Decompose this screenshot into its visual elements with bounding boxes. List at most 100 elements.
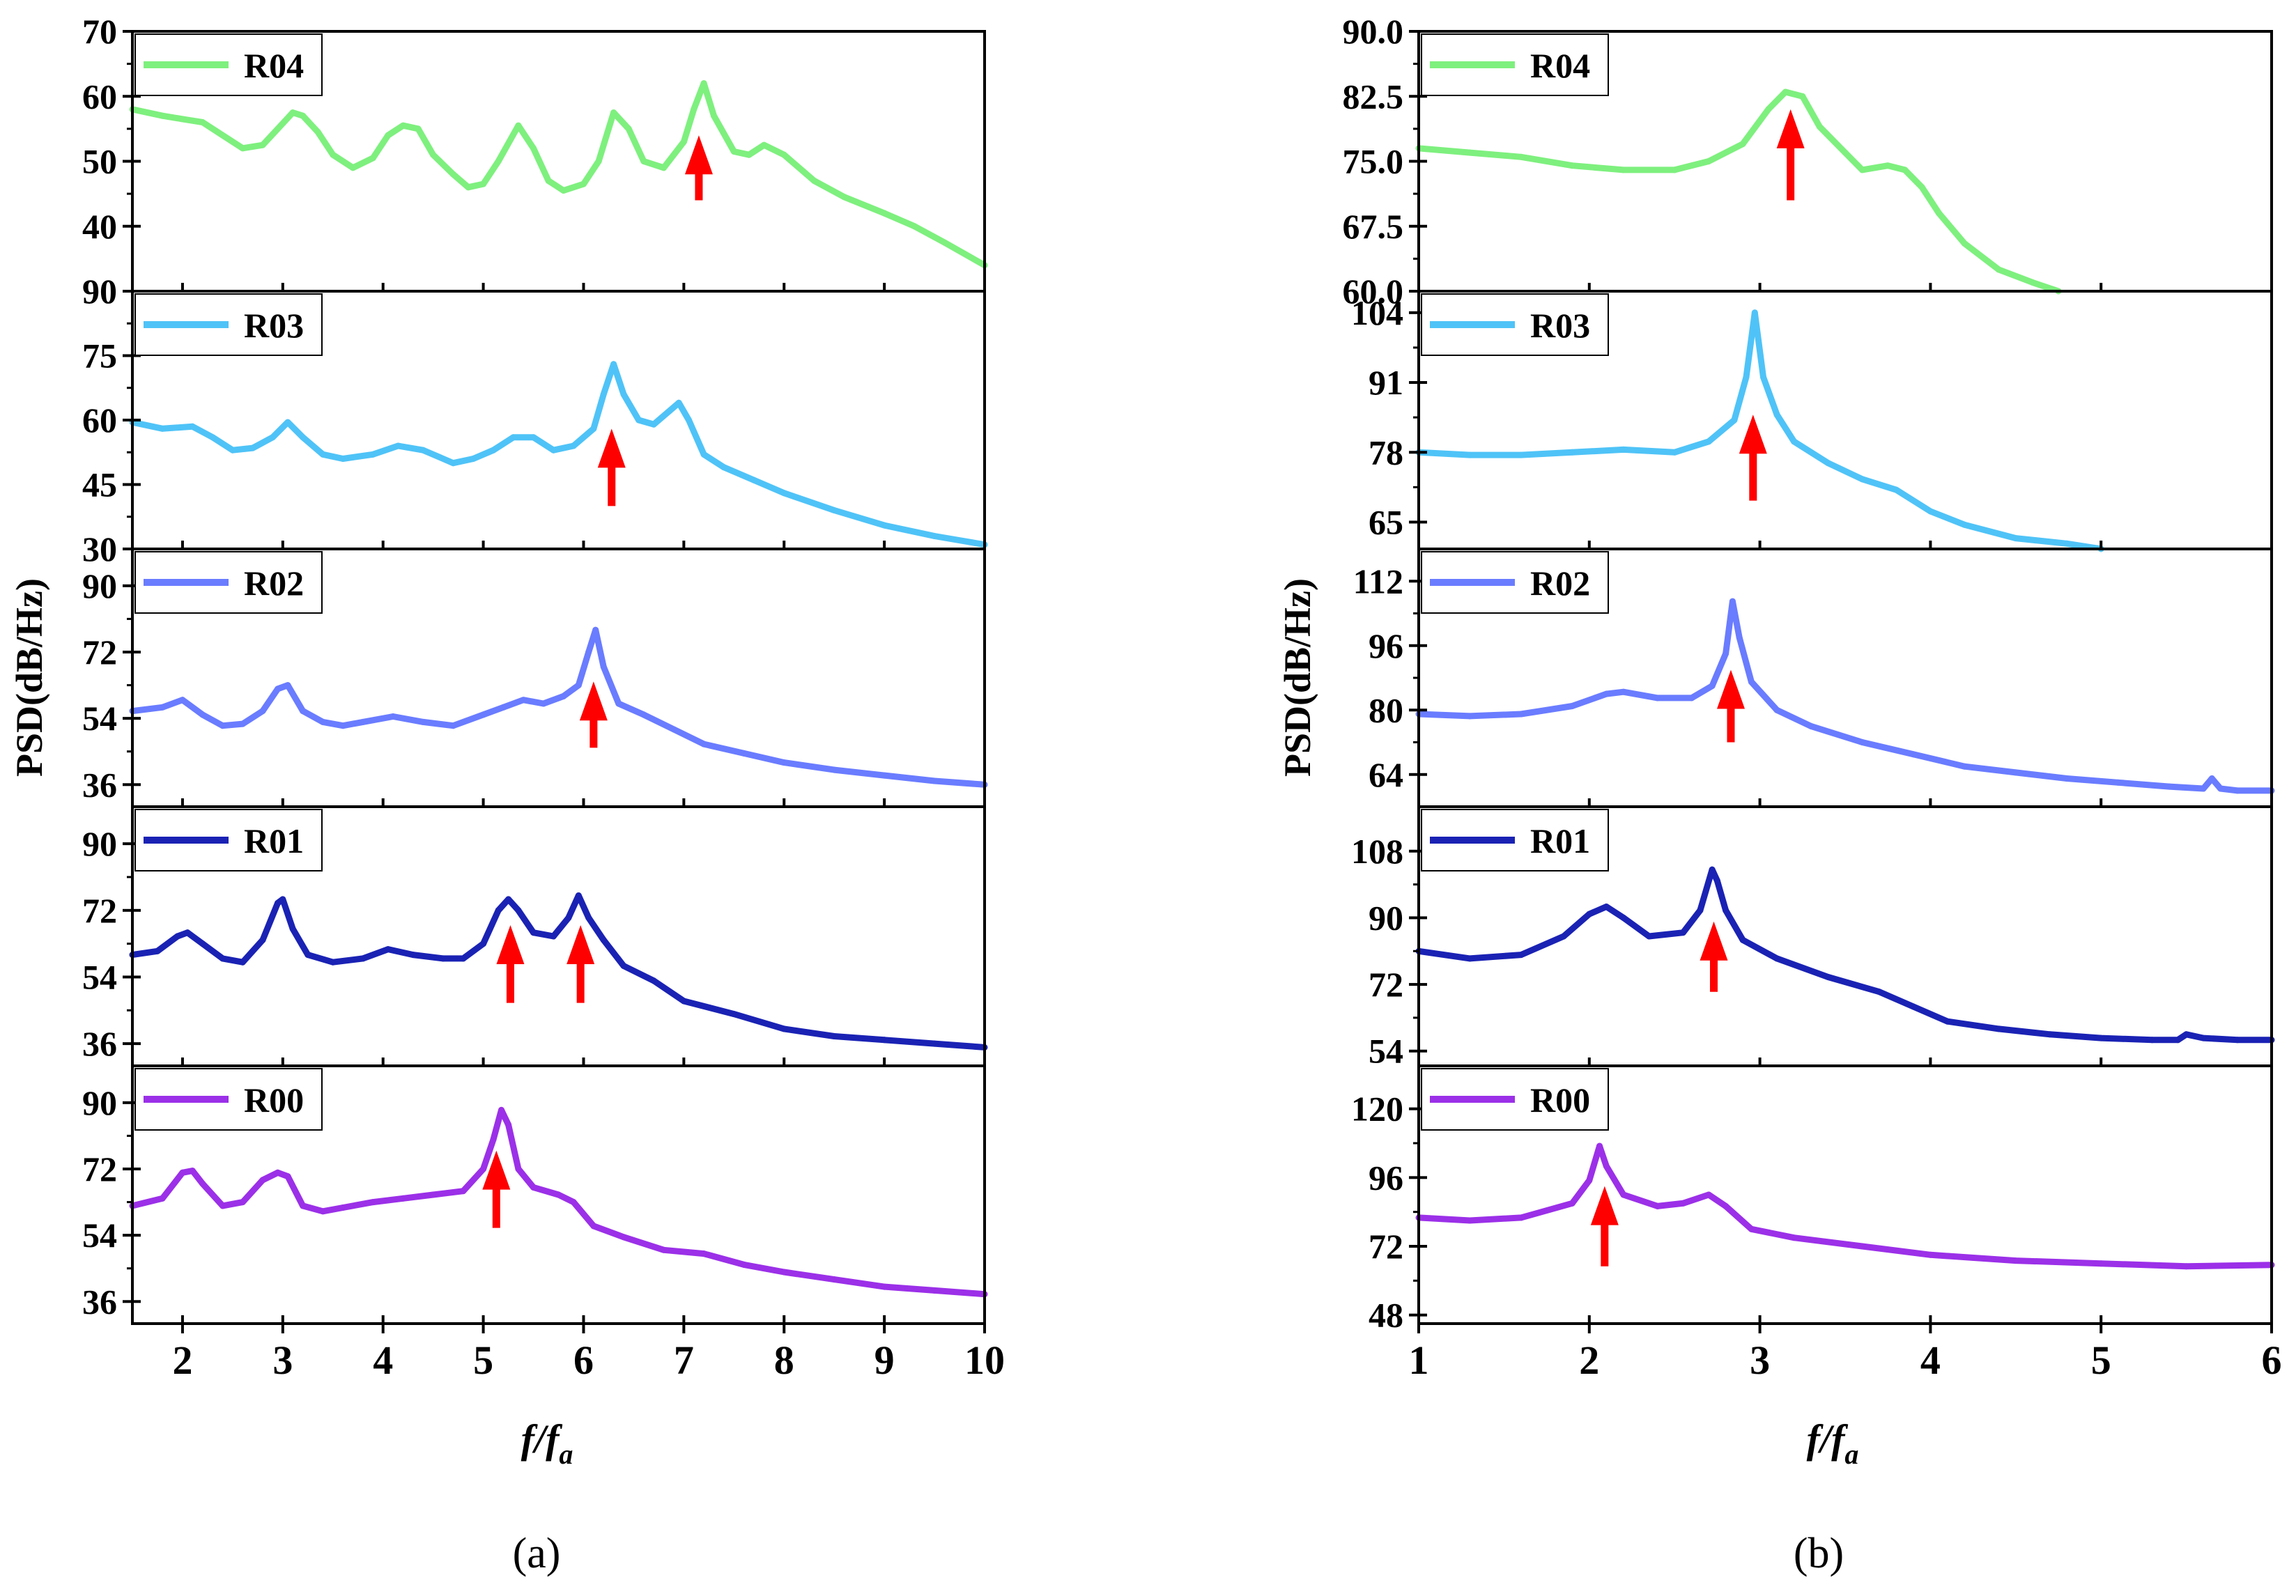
data-point (585, 649, 592, 656)
data-point (199, 1180, 206, 1187)
data-point (430, 151, 437, 158)
y-tick-label: 91 (1369, 363, 1403, 402)
data-point (680, 139, 687, 145)
peak-arrow (1776, 109, 1805, 201)
data-point (199, 119, 206, 125)
data-point (259, 1177, 266, 1184)
data-point (1705, 1191, 1712, 1198)
data-point (565, 914, 572, 921)
data-point (515, 122, 522, 129)
data-point (498, 1106, 504, 1113)
panel-r04: 60.0 67.5 75.0 82.5 90.0 R04 (1343, 12, 2273, 311)
y-axis-label: PSD(dB/Hz) (1277, 578, 1318, 777)
data-point (620, 1234, 627, 1241)
data-point (615, 700, 622, 707)
data-point (1961, 763, 1968, 770)
peak-arrow (1700, 921, 1728, 992)
data-point (1859, 739, 1865, 745)
data-point (239, 1199, 246, 1206)
data-point (300, 1202, 307, 1209)
data-point (1679, 1200, 1686, 1207)
data-point (419, 718, 426, 725)
data-point (1723, 650, 1729, 657)
y-tick-label: 82.5 (1343, 77, 1404, 116)
y-tick-label: 67.5 (1343, 207, 1404, 246)
data-point (284, 419, 291, 426)
data-point (1729, 598, 1736, 605)
data-point (159, 112, 166, 119)
data-point (620, 963, 627, 969)
x-tick-label: 10 (964, 1338, 1005, 1383)
data-point (610, 361, 617, 368)
data-point (686, 417, 692, 424)
data-point (575, 682, 582, 689)
data-point (530, 929, 537, 936)
data-point (495, 907, 502, 914)
peak-arrow (496, 925, 525, 1003)
data-point (1466, 955, 1473, 962)
data-point (1842, 149, 1849, 156)
y-tick-label: 90 (82, 1083, 117, 1122)
y-tick-label: 40 (82, 207, 117, 246)
y-tick-label: 64 (1369, 755, 1403, 794)
data-point (300, 112, 307, 119)
data-point (289, 109, 296, 116)
x-tick-label: 7 (674, 1338, 694, 1383)
data-point (1466, 713, 1473, 720)
data-point (300, 708, 307, 715)
data-point (1859, 476, 1865, 483)
peak-arrow (684, 135, 713, 201)
data-point (600, 391, 607, 398)
data-point (259, 936, 266, 943)
y-tick-label: 60.0 (1343, 272, 1404, 311)
data-point (1569, 449, 1575, 456)
data-point (2166, 783, 2173, 790)
data-point (275, 685, 282, 692)
data-point (394, 442, 401, 449)
data-point (410, 952, 417, 959)
data-point (259, 141, 266, 148)
data-point (640, 158, 647, 164)
data-point (1927, 1251, 1934, 1258)
x-label-subscript: a (559, 1439, 573, 1470)
y-tick-label: 75.0 (1343, 142, 1404, 181)
peak-arrow-head (579, 681, 608, 721)
data-point (369, 451, 376, 458)
data-point (239, 145, 246, 152)
data-point (780, 759, 787, 766)
peak-arrow-head (1739, 415, 1767, 454)
data-point (219, 1202, 226, 1209)
data-point (385, 132, 392, 139)
y-tick-label: 54 (82, 1216, 117, 1255)
series-line-r02 (132, 626, 985, 788)
data-point (780, 1269, 787, 1276)
data-point (810, 178, 817, 184)
data-point (590, 1223, 597, 1230)
data-point (1876, 989, 1883, 995)
data-point (449, 171, 456, 178)
data-point (1910, 1003, 1917, 1010)
data-point (881, 522, 888, 529)
data-point (184, 929, 191, 936)
data-point (1995, 1025, 2002, 1032)
data-point (590, 425, 597, 432)
data-point (2200, 785, 2207, 792)
data-point (592, 626, 599, 633)
data-point (1705, 158, 1712, 164)
peak-arrow-head (567, 925, 595, 965)
data-point (670, 726, 677, 733)
y-tick-label: 54 (82, 957, 117, 996)
data-point (1773, 706, 1780, 713)
peak-arrow (579, 681, 608, 748)
y-tick-label: 50 (82, 142, 117, 181)
y-tick-label: 78 (1369, 433, 1403, 472)
data-point (300, 434, 307, 441)
data-point (2200, 1035, 2207, 1041)
data-point (881, 1283, 888, 1290)
data-point (560, 692, 567, 699)
data-point (199, 940, 206, 947)
data-point (585, 914, 592, 921)
data-point (560, 187, 567, 194)
y-tick-label: 72 (1369, 1227, 1403, 1266)
y-tick-label: 65 (1369, 502, 1403, 541)
